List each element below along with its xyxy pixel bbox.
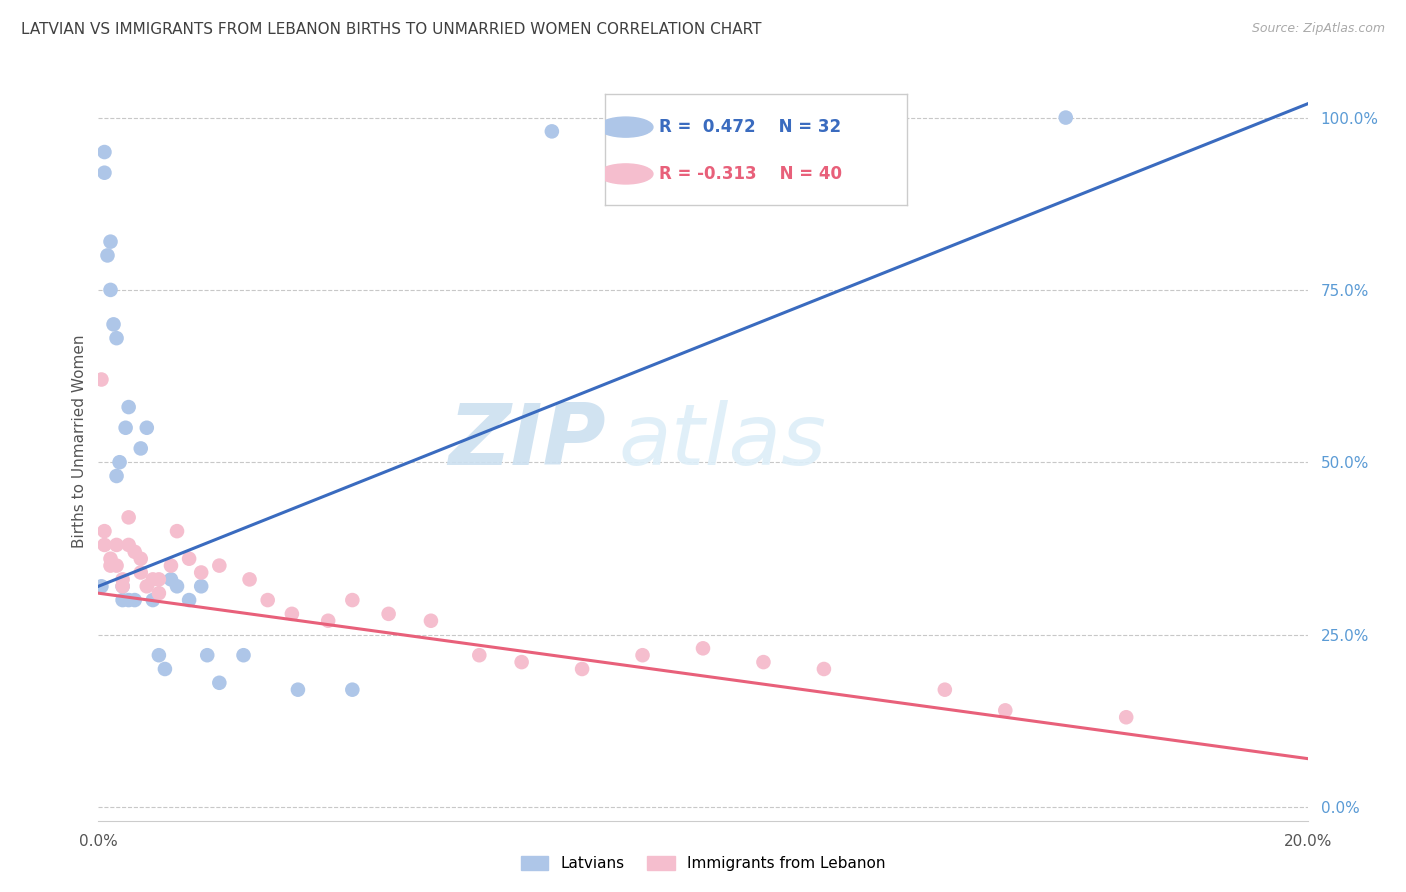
Point <box>281 607 304 621</box>
Point <box>118 400 141 414</box>
Point <box>135 579 157 593</box>
Point <box>105 469 128 483</box>
Point <box>287 682 309 697</box>
Point <box>96 248 118 262</box>
Point <box>540 124 562 138</box>
Point <box>148 586 170 600</box>
Point <box>142 573 165 587</box>
Point <box>100 283 122 297</box>
Point <box>108 455 131 469</box>
Point <box>105 538 128 552</box>
Point <box>179 551 201 566</box>
Point <box>105 331 128 345</box>
Point <box>111 573 134 587</box>
Point <box>1054 111 1077 125</box>
Point <box>114 421 136 435</box>
Point <box>195 648 218 663</box>
Point <box>377 607 399 621</box>
Point <box>90 579 112 593</box>
Text: ZIP: ZIP <box>449 400 606 483</box>
Point <box>239 573 262 587</box>
Text: Source: ZipAtlas.com: Source: ZipAtlas.com <box>1251 22 1385 36</box>
Circle shape <box>599 117 652 137</box>
Point <box>934 682 956 697</box>
Circle shape <box>599 164 652 184</box>
Point <box>166 579 188 593</box>
Point <box>148 648 170 663</box>
Point <box>118 538 141 552</box>
Point <box>190 566 212 580</box>
Point <box>208 558 231 573</box>
Point <box>100 558 122 573</box>
Point <box>103 318 125 332</box>
Point <box>316 614 339 628</box>
Point <box>148 573 170 587</box>
Point <box>468 648 491 663</box>
Point <box>129 442 152 456</box>
Point <box>153 662 176 676</box>
Point <box>190 579 212 593</box>
Point <box>813 662 835 676</box>
Text: atlas: atlas <box>619 400 827 483</box>
Text: LATVIAN VS IMMIGRANTS FROM LEBANON BIRTHS TO UNMARRIED WOMEN CORRELATION CHART: LATVIAN VS IMMIGRANTS FROM LEBANON BIRTH… <box>21 22 762 37</box>
Point <box>124 593 146 607</box>
Point <box>420 614 443 628</box>
Y-axis label: Births to Unmarried Women: Births to Unmarried Women <box>72 334 87 549</box>
Point <box>111 579 134 593</box>
Point <box>692 641 714 656</box>
Point <box>752 655 775 669</box>
Point <box>93 145 115 159</box>
Text: R =  0.472    N = 32: R = 0.472 N = 32 <box>659 118 841 136</box>
Point <box>90 372 112 386</box>
Point <box>631 648 654 663</box>
Point <box>342 593 364 607</box>
Point <box>118 510 141 524</box>
Point <box>100 235 122 249</box>
Point <box>129 551 152 566</box>
Point <box>93 538 115 552</box>
Point <box>571 662 593 676</box>
Point <box>256 593 278 607</box>
Point <box>208 675 231 690</box>
Point <box>93 524 115 538</box>
Legend: Latvians, Immigrants from Lebanon: Latvians, Immigrants from Lebanon <box>515 850 891 878</box>
Point <box>124 545 146 559</box>
Point <box>342 682 364 697</box>
Text: R = -0.313    N = 40: R = -0.313 N = 40 <box>659 165 842 183</box>
Point <box>232 648 254 663</box>
Point <box>1115 710 1137 724</box>
Point <box>135 421 157 435</box>
Point <box>118 593 141 607</box>
Point <box>129 566 152 580</box>
Point <box>510 655 533 669</box>
Point <box>160 558 183 573</box>
Point <box>111 579 134 593</box>
Point <box>166 524 188 538</box>
Point <box>994 703 1017 717</box>
Point <box>100 551 122 566</box>
Point <box>105 558 128 573</box>
Point <box>179 593 201 607</box>
Point <box>142 593 165 607</box>
Point <box>111 593 134 607</box>
Point <box>160 573 183 587</box>
Point <box>93 166 115 180</box>
